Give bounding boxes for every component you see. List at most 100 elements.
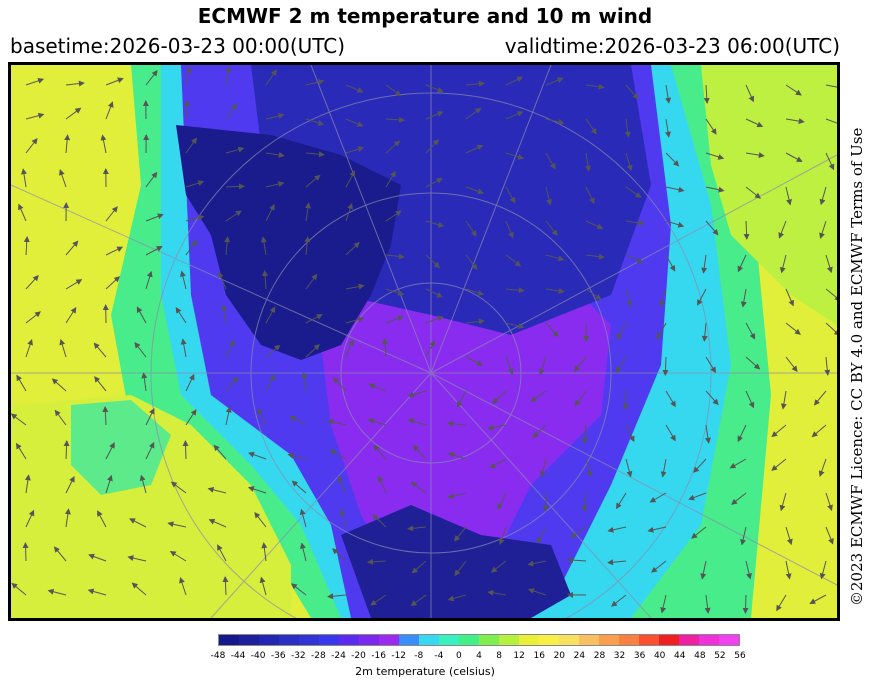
wind-arrow bbox=[465, 144, 484, 154]
wind-arrow bbox=[665, 84, 672, 104]
wind-arrow bbox=[217, 544, 227, 562]
wind-arrow bbox=[224, 236, 231, 256]
wind-arrow bbox=[225, 103, 237, 120]
wind-arrow bbox=[304, 236, 311, 256]
wind-arrow bbox=[58, 169, 67, 188]
colorbar-swatch bbox=[519, 635, 539, 645]
wind-arrow bbox=[779, 254, 787, 274]
wind-arrow bbox=[813, 390, 827, 406]
wind-arrow bbox=[305, 344, 320, 358]
wind-arrow bbox=[179, 270, 187, 290]
colorbar-tick-label: -32 bbox=[290, 651, 306, 661]
temperature-wind-map[interactable] bbox=[8, 62, 840, 621]
wind-arrow bbox=[615, 356, 627, 374]
wind-arrow bbox=[625, 152, 633, 172]
wind-arrow bbox=[530, 390, 547, 402]
wind-arrow bbox=[345, 84, 364, 93]
colorbar-tick-label: 24 bbox=[573, 651, 586, 661]
wind-arrow bbox=[22, 542, 29, 562]
wind-arrow bbox=[819, 186, 827, 206]
wind-arrow bbox=[625, 254, 644, 264]
wind-arrow bbox=[425, 340, 435, 358]
wind-arrow bbox=[585, 118, 597, 135]
wind-arrow bbox=[345, 283, 365, 290]
wind-arrow bbox=[665, 118, 671, 138]
wind-arrow bbox=[410, 481, 427, 494]
wind-arrow bbox=[573, 356, 587, 372]
wind-arrow bbox=[372, 513, 387, 528]
wind-arrow bbox=[345, 339, 354, 358]
wind-arrow bbox=[248, 451, 267, 460]
wind-arrow bbox=[145, 441, 155, 460]
wind-arrow bbox=[505, 186, 516, 204]
colorbar-swatch bbox=[219, 635, 239, 645]
wind-arrow bbox=[465, 288, 485, 296]
wind-arrow bbox=[731, 492, 747, 505]
wind-arrow bbox=[345, 118, 364, 127]
wind-arrow bbox=[262, 270, 269, 290]
wind-arrow bbox=[703, 84, 710, 104]
colorbar-swatch bbox=[719, 635, 739, 645]
wind-arrow bbox=[385, 288, 405, 296]
wind-arrow bbox=[662, 356, 669, 376]
wind-arrow bbox=[63, 440, 70, 460]
wind-arrow bbox=[145, 171, 158, 188]
wind-arrow bbox=[129, 518, 147, 528]
wind-arrow bbox=[385, 253, 405, 260]
wind-arrow bbox=[105, 474, 113, 494]
wind-arrow bbox=[345, 316, 365, 324]
colorbar-swatch bbox=[259, 635, 279, 645]
colorbar-tick-label: -28 bbox=[311, 651, 326, 661]
colorbar-tick-label: 28 bbox=[593, 651, 606, 661]
wind-arrow bbox=[265, 204, 275, 222]
wind-arrow bbox=[411, 560, 427, 574]
wind-arrow bbox=[145, 408, 155, 426]
wind-arrow bbox=[64, 508, 71, 528]
wind-arrow bbox=[505, 111, 524, 120]
wind-arrow bbox=[225, 66, 232, 86]
wind-arrow bbox=[25, 274, 39, 290]
colorbar-swatch bbox=[599, 635, 619, 645]
wind-arrow bbox=[785, 322, 801, 335]
wind-arrow bbox=[745, 84, 755, 103]
wind-arrow bbox=[305, 314, 323, 324]
colorbar-tick-label: -20 bbox=[351, 651, 366, 661]
wind-arrow bbox=[291, 480, 307, 494]
wind-arrow bbox=[581, 492, 588, 512]
wind-arrow bbox=[745, 118, 764, 128]
wind-arrow bbox=[220, 304, 227, 324]
wind-arrow bbox=[25, 77, 45, 86]
wind-arrow bbox=[218, 271, 227, 290]
wind-arrow bbox=[100, 134, 107, 154]
wind-arrow bbox=[447, 594, 467, 602]
colorbar-tick-label: 32 bbox=[613, 651, 626, 661]
colorbar-swatch bbox=[239, 635, 259, 645]
wind-arrow bbox=[11, 582, 27, 596]
wind-arrow bbox=[693, 458, 707, 473]
wind-arrow bbox=[265, 151, 285, 158]
wind-arrow bbox=[505, 356, 514, 375]
wind-arrow bbox=[305, 118, 325, 126]
wind-arrow bbox=[745, 356, 761, 370]
wind-arrow bbox=[625, 288, 633, 308]
wind-arrow bbox=[345, 241, 360, 256]
wind-arrow bbox=[105, 101, 114, 120]
wind-arrow bbox=[505, 254, 522, 267]
wind-arrow bbox=[304, 202, 311, 222]
wind-arrow bbox=[447, 452, 467, 460]
wind-arrow bbox=[465, 254, 478, 271]
wind-arrow bbox=[701, 322, 708, 342]
wind-arrow bbox=[65, 80, 85, 87]
wind-arrow bbox=[105, 77, 124, 86]
wind-arrow bbox=[289, 415, 307, 426]
colorbar-swatch bbox=[699, 635, 719, 645]
wind-arrow bbox=[407, 390, 427, 398]
wind-arrow bbox=[265, 181, 285, 188]
wind-arrow bbox=[611, 594, 627, 607]
wind-arrow bbox=[185, 373, 195, 392]
wind-arrow bbox=[617, 322, 627, 340]
wind-arrow bbox=[213, 444, 227, 460]
wind-arrow bbox=[818, 458, 827, 477]
colorbar-swatch bbox=[639, 635, 659, 645]
wind-arrow bbox=[131, 582, 147, 596]
